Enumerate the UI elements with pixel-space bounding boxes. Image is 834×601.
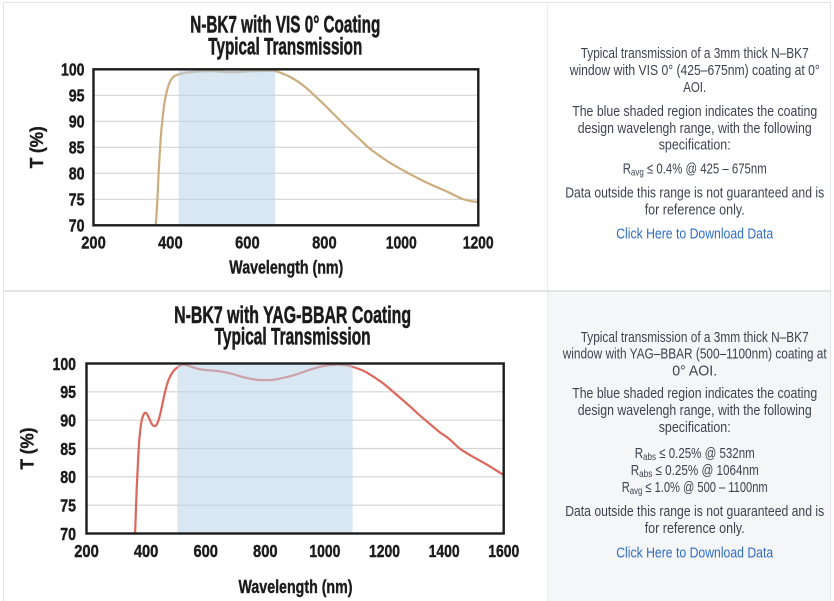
svg-text:Typical transmission of a 3mm: Typical transmission of a 3mm thick N–BK… (581, 329, 809, 346)
svg-text:for reference only.: for reference only. (645, 520, 745, 537)
svg-text:95: 95 (69, 86, 85, 106)
svg-text:Wavelength (nm): Wavelength (nm) (239, 577, 353, 597)
svg-text:1400: 1400 (429, 541, 460, 561)
svg-text:design wavelengh range, with t: design wavelengh range, with the followi… (578, 120, 812, 137)
svg-text:Wavelength (nm): Wavelength (nm) (229, 258, 343, 278)
svg-text:Typical transmission of a 3mm: Typical transmission of a 3mm thick N–BK… (581, 45, 809, 62)
svg-text:80: 80 (69, 164, 85, 184)
svg-text:window with YAG–BBAR (500–1100: window with YAG–BBAR (500–1100nm) coatin… (562, 346, 827, 363)
svg-text:Rabs ≤ 0.25% @ 1064nm: Rabs ≤ 0.25% @ 1064nm (631, 462, 759, 480)
svg-text:1000: 1000 (386, 233, 417, 253)
svg-text:70: 70 (60, 524, 76, 544)
svg-text:1000: 1000 (309, 541, 340, 561)
svg-text:Ravg ≤ 0.4% @ 425 – 675nm: Ravg ≤ 0.4% @ 425 – 675nm (623, 161, 767, 179)
svg-text:85: 85 (69, 138, 85, 158)
svg-text:Rabs ≤ 0.25% @ 532nm: Rabs ≤ 0.25% @ 532nm (635, 445, 755, 463)
svg-text:400: 400 (158, 233, 183, 253)
svg-text:specification:: specification: (659, 137, 731, 154)
svg-text:600: 600 (235, 233, 260, 253)
svg-text:70: 70 (69, 216, 85, 236)
svg-text:95: 95 (60, 382, 76, 402)
svg-text:Data outside this range is not: Data outside this range is not guarantee… (565, 184, 824, 201)
svg-text:800: 800 (253, 541, 278, 561)
svg-text:AOI.: AOI. (683, 79, 706, 96)
svg-text:85: 85 (60, 439, 76, 459)
svg-text:600: 600 (193, 541, 218, 561)
svg-text:200: 200 (81, 233, 106, 253)
svg-text:1600: 1600 (488, 541, 519, 561)
svg-text:window with VIS 0° (425–675nm): window with VIS 0° (425–675nm) coating a… (569, 62, 820, 79)
svg-text:T (%): T (%) (27, 126, 47, 168)
svg-text:1200: 1200 (369, 541, 400, 561)
svg-text:The blue shaded region indicat: The blue shaded region indicates the coa… (572, 103, 817, 120)
svg-text:The blue shaded region indicat: The blue shaded region indicates the coa… (572, 385, 817, 402)
svg-text:80: 80 (60, 467, 76, 487)
svg-text:for reference only.: for reference only. (645, 201, 745, 218)
svg-text:100: 100 (53, 354, 77, 374)
svg-text:75: 75 (60, 496, 76, 516)
svg-text:Typical Transmission: Typical Transmission (208, 33, 362, 60)
svg-text:Click Here to Download Data: Click Here to Download Data (616, 545, 774, 562)
svg-text:T (%): T (%) (18, 428, 38, 470)
svg-text:Typical Transmission: Typical Transmission (215, 324, 371, 351)
svg-text:200: 200 (74, 541, 99, 561)
svg-text:specification:: specification: (659, 419, 731, 436)
svg-text:800: 800 (312, 233, 337, 253)
svg-text:100: 100 (61, 60, 85, 80)
svg-text:1200: 1200 (463, 233, 494, 253)
svg-text:90: 90 (69, 112, 85, 132)
svg-text:Click Here to Download Data: Click Here to Download Data (616, 226, 774, 243)
svg-text:0° AOI.: 0° AOI. (672, 362, 717, 379)
svg-text:75: 75 (69, 190, 85, 210)
svg-text:N-BK7 with VIS 0° Coating: N-BK7 with VIS 0° Coating (190, 11, 380, 38)
svg-text:90: 90 (60, 411, 76, 431)
svg-text:design wavelengh range, with t: design wavelengh range, with the followi… (578, 402, 812, 419)
svg-text:N-BK7 with YAG-BBAR Coating: N-BK7 with YAG-BBAR Coating (174, 302, 411, 329)
svg-text:Ravg ≤ 1.0% @ 500 – 1100nm: Ravg ≤ 1.0% @ 500 – 1100nm (622, 479, 768, 497)
svg-text:400: 400 (134, 541, 159, 561)
svg-text:Data outside this range is not: Data outside this range is not guarantee… (565, 503, 824, 520)
